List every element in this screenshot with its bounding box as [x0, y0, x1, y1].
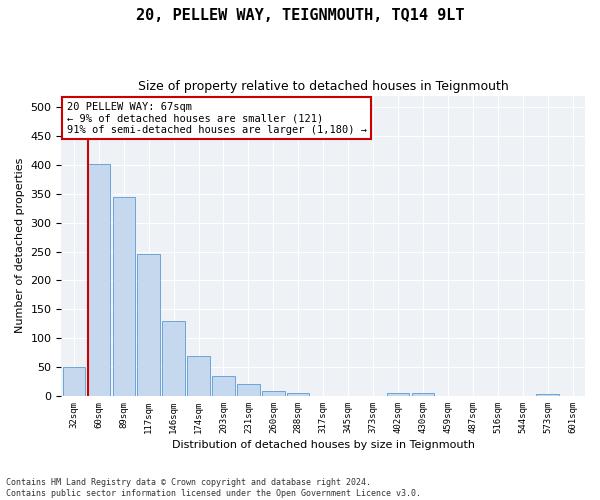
Text: 20, PELLEW WAY, TEIGNMOUTH, TQ14 9LT: 20, PELLEW WAY, TEIGNMOUTH, TQ14 9LT	[136, 8, 464, 22]
Y-axis label: Number of detached properties: Number of detached properties	[15, 158, 25, 334]
Bar	[163, 321, 185, 396]
Bar	[137, 254, 160, 396]
Title: Size of property relative to detached houses in Teignmouth: Size of property relative to detached ho…	[138, 80, 509, 93]
Bar	[187, 356, 210, 396]
Text: Contains HM Land Registry data © Crown copyright and database right 2024.
Contai: Contains HM Land Registry data © Crown c…	[6, 478, 421, 498]
Bar	[62, 367, 85, 396]
X-axis label: Distribution of detached houses by size in Teignmouth: Distribution of detached houses by size …	[172, 440, 475, 450]
Bar	[237, 384, 260, 396]
Bar	[387, 393, 409, 396]
Bar	[212, 376, 235, 396]
Bar	[262, 392, 284, 396]
Bar	[88, 164, 110, 396]
Bar	[287, 393, 310, 396]
Bar	[412, 393, 434, 396]
Bar	[536, 394, 559, 396]
Text: 20 PELLEW WAY: 67sqm
← 9% of detached houses are smaller (121)
91% of semi-detac: 20 PELLEW WAY: 67sqm ← 9% of detached ho…	[67, 102, 367, 135]
Bar	[113, 196, 135, 396]
